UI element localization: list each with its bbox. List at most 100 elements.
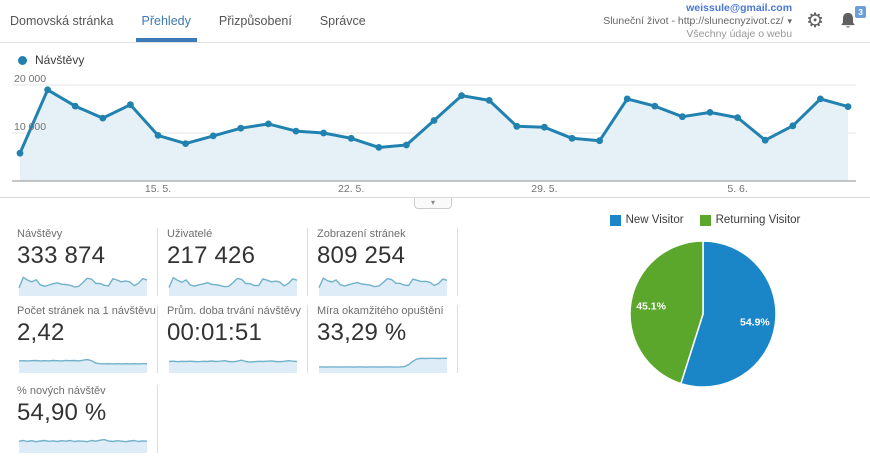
data-point[interactable] xyxy=(568,134,576,142)
app-header: Domovská stránka Přehledy Přizpůsobení S… xyxy=(0,0,870,43)
visitor-type-pie-chart[interactable]: 54.9% 45.1% xyxy=(608,238,798,398)
data-point[interactable] xyxy=(651,102,659,110)
data-point[interactable] xyxy=(320,129,327,137)
sparkline-line xyxy=(18,276,148,289)
data-point[interactable] xyxy=(99,114,107,122)
data-point[interactable] xyxy=(596,137,603,145)
data-point[interactable] xyxy=(265,120,272,128)
data-point[interactable] xyxy=(292,127,300,135)
primary-nav: Domovská stránka Přehledy Přizpůsobení S… xyxy=(8,0,392,42)
data-point[interactable] xyxy=(209,132,217,140)
metric-card-avg-duration[interactable]: Prům. doba trvání návštěvy 00:01:51 xyxy=(158,305,308,373)
x-axis-label: 22. 5. xyxy=(338,183,365,195)
sparkline xyxy=(168,276,298,296)
x-axis-label: 5. 6. xyxy=(727,183,748,195)
data-point[interactable] xyxy=(734,114,741,121)
visits-legend-label: Návštěvy xyxy=(35,53,85,67)
notifications-bell[interactable]: 3 xyxy=(838,6,866,32)
metric-card-visits[interactable]: Návštěvy 333 874 xyxy=(8,228,158,296)
data-point[interactable] xyxy=(44,86,51,94)
metric-value: 2,42 xyxy=(17,319,65,346)
metric-label: Uživatelé xyxy=(167,228,213,240)
metric-card-users[interactable]: Uživatelé 217 426 xyxy=(158,228,308,296)
account-email[interactable]: weissule@gmail.com xyxy=(686,1,793,14)
legend-item-returning-visitor[interactable]: Returning Visitor xyxy=(699,214,801,226)
sparkline-line xyxy=(318,277,448,288)
metric-value: 217 426 xyxy=(167,242,256,269)
sparkline-line xyxy=(18,358,147,365)
data-point[interactable] xyxy=(623,95,631,103)
chart-legend: Návštěvy xyxy=(18,53,84,67)
data-point[interactable] xyxy=(679,113,686,121)
sparkline xyxy=(319,357,447,373)
y-axis-label: 10 000 xyxy=(14,121,47,133)
sparkline-fill xyxy=(169,360,297,373)
data-point[interactable] xyxy=(71,102,79,110)
x-axis-label: 29. 5. xyxy=(531,183,558,195)
visits-legend-dot xyxy=(18,55,27,65)
metric-card-pageviews[interactable]: Zobrazení stránek 809 254 xyxy=(308,228,458,296)
data-point[interactable] xyxy=(513,122,521,130)
gear-icon[interactable]: ⚙ xyxy=(806,10,824,32)
sparkline-line xyxy=(168,359,298,363)
data-point[interactable] xyxy=(458,92,465,99)
legend-swatch xyxy=(609,214,621,226)
pie-slice-new-visitor[interactable] xyxy=(679,240,777,388)
metric-label: Návštěvy xyxy=(17,228,63,240)
data-point[interactable] xyxy=(182,140,190,147)
data-point[interactable] xyxy=(844,103,852,110)
legend-label: New Visitor xyxy=(625,214,684,226)
metric-card-new-visits[interactable]: % nových návštěv 54,90 % xyxy=(8,385,158,453)
data-point[interactable] xyxy=(375,144,383,151)
data-point[interactable] xyxy=(761,136,769,144)
collapse-handle[interactable]: ▾ xyxy=(414,198,452,209)
pie-slice-returning-visitor[interactable] xyxy=(629,240,704,385)
pie-legend: New Visitor Returning Visitor xyxy=(575,214,835,226)
sparkline-fill xyxy=(319,278,447,296)
x-axis-labels: 15. 5. 22. 5. 29. 5. 5. 6. xyxy=(0,183,870,196)
data-point[interactable] xyxy=(789,122,797,130)
data-point[interactable] xyxy=(541,123,548,131)
sparkline xyxy=(18,438,148,453)
metric-value: 54,90 % xyxy=(17,399,107,426)
metric-label: Prům. doba trvání návštěvy xyxy=(167,305,301,317)
property-selector[interactable]: Sluneční život - http://slunecnyzivot.cz… xyxy=(603,15,792,28)
x-axis-label: 15. 5. xyxy=(144,183,172,195)
legend-item-new-visitor[interactable]: New Visitor xyxy=(609,214,684,226)
data-point[interactable] xyxy=(817,95,824,103)
sparkline-fill xyxy=(319,358,447,373)
nav-reporting[interactable]: Přehledy xyxy=(135,0,198,42)
metric-label: Míra okamžitého opuštění xyxy=(317,305,444,317)
sparkline-fill xyxy=(169,277,297,296)
nav-home[interactable]: Domovská stránka xyxy=(10,14,114,28)
data-point[interactable] xyxy=(347,134,355,142)
sparkline-line xyxy=(18,438,148,443)
data-point[interactable] xyxy=(403,141,410,149)
data-point[interactable] xyxy=(237,124,245,132)
view-name: Všechny údaje o webu xyxy=(686,27,793,40)
notification-badge: 3 xyxy=(855,6,866,18)
sparkline xyxy=(18,276,148,296)
legend-swatch xyxy=(699,214,711,226)
bell-icon xyxy=(841,12,855,28)
account-selector: weissule@gmail.com Sluneční život - http… xyxy=(603,2,792,41)
nav-admin[interactable]: Správce xyxy=(319,14,366,28)
panel-divider xyxy=(0,197,870,198)
data-point[interactable] xyxy=(485,97,493,104)
data-point[interactable] xyxy=(126,101,134,109)
metric-card-pages-per-visit[interactable]: Počet stránek na 1 návštěvu 2,42 xyxy=(8,305,158,373)
legend-label: Returning Visitor xyxy=(715,214,801,226)
data-point[interactable] xyxy=(430,117,438,124)
pie-slice-label: 45.1% xyxy=(636,300,666,312)
nav-customization[interactable]: Přizpůsobení xyxy=(218,14,292,28)
metric-card-bounce-rate[interactable]: Míra okamžitého opuštění 33,29 % xyxy=(308,305,458,373)
data-point[interactable] xyxy=(154,132,162,139)
y-axis-label: 20 000 xyxy=(14,73,47,85)
metric-label: Počet stránek na 1 návštěvu xyxy=(17,305,156,317)
data-point[interactable] xyxy=(706,109,714,116)
metric-value: 33,29 % xyxy=(317,319,407,346)
visits-line-chart[interactable] xyxy=(0,70,870,200)
metric-label: % nových návštěv xyxy=(17,385,106,397)
data-point[interactable] xyxy=(16,149,24,157)
metric-label: Zobrazení stránek xyxy=(317,228,406,240)
